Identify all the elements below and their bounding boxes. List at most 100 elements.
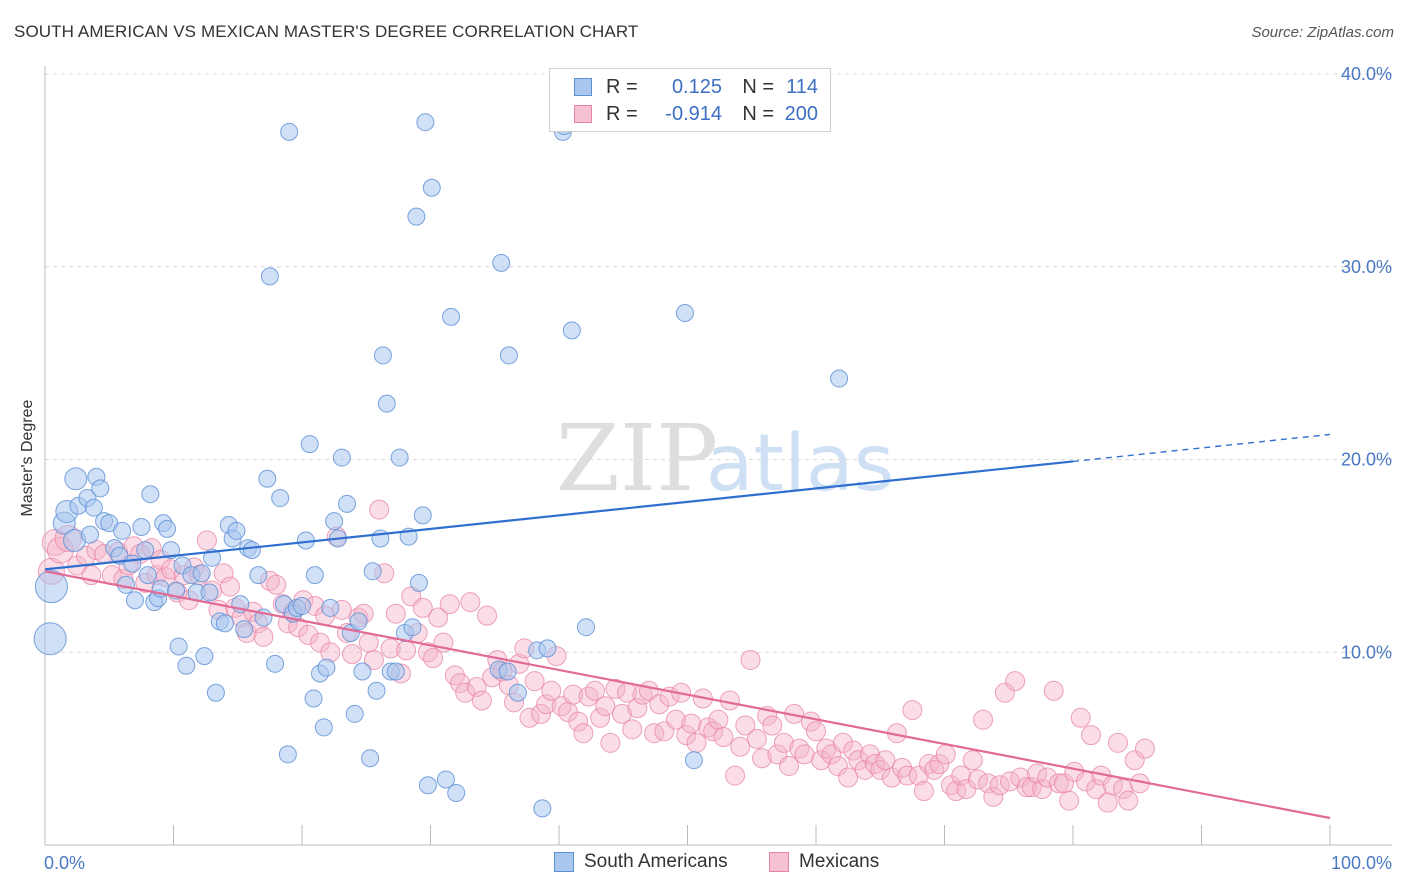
south-americans-point [266,654,285,673]
mexicans-point [827,755,848,776]
mexicans-point [1124,750,1145,771]
legend-item-mexicans: Mexicans [769,851,879,873]
legend-item-south-americans: South Americans [554,851,728,873]
mexicans-point [725,765,746,786]
x-tick-label: 0.0% [44,853,85,873]
south-americans-point [305,566,324,585]
mexicans-point [1027,763,1048,784]
mexicans-point [929,754,950,775]
south-americans-point [293,596,311,615]
mexicans-point [832,732,853,753]
mexicans-point [983,786,1004,807]
trendlines [44,433,1331,820]
south-americans-point [492,253,511,272]
mexicans-point [578,686,599,707]
mexicans-point [746,728,767,749]
mexicans-point [541,680,562,701]
legend-swatch-pink [574,105,592,123]
south-americans-point [325,512,344,531]
mexicans-point [908,765,929,786]
mexicans-point [1016,777,1037,798]
mexicans-point [740,649,761,670]
legend-r-value: 0.125 [671,75,722,98]
mexicans-point [1118,790,1139,811]
south-americans-point [200,583,219,602]
mexicans-point [1107,732,1128,753]
south-americans-point [249,566,268,585]
south-americans-point [349,612,368,631]
south-americans-point [34,570,68,604]
south-americans-point [64,467,88,491]
south-americans-point [215,614,234,633]
mexicans-point [611,703,632,724]
south-americans-point [317,658,336,677]
mexicans-point [471,690,492,711]
south-americans-point [203,548,222,567]
mexicans-point [1070,707,1091,728]
mexicans-point [369,499,390,520]
south-americans-point [84,498,103,517]
south-americans-point [125,591,144,610]
south-americans-point [332,448,351,467]
south-americans-point [314,718,333,737]
mexicans-point [708,709,729,730]
legend-n-label: N = [742,102,774,125]
mexicans-point [563,684,584,705]
mexicans-point [946,781,967,802]
mexicans-point [320,642,341,663]
legend-r-value: -0.914 [665,102,722,125]
south-americans-point [386,662,405,681]
south-americans-point [138,566,157,585]
mexicans-point [649,694,670,715]
mexicans-point [536,694,557,715]
legend-r-label: R = [606,75,638,98]
south-americans-point [436,770,455,789]
watermark-atlas: atlas [706,419,895,509]
chart-title: SOUTH AMERICAN VS MEXICAN MASTER'S DEGRE… [14,22,639,41]
mexicans-point [595,696,616,717]
south-americans-point [321,598,340,617]
mexicans-point [266,574,287,595]
south-americans-point [195,647,214,666]
mexicans-point [779,755,800,776]
mexicans-point [584,680,605,701]
south-americans-point [422,178,441,197]
mexicans-point [665,709,686,730]
mexicans-point [220,576,241,597]
south-americans-point [136,541,155,560]
south-americans-point [345,704,364,723]
mexicans-point [1021,777,1042,798]
mexicans-point [703,721,724,742]
south-americans-point [80,525,99,544]
mexicans-point [644,723,665,744]
south-americans-point [675,304,694,323]
south-americans-point [169,637,188,656]
south-americans-point [278,745,297,764]
mexicans-point [838,767,859,788]
y-tick-label: 20.0% [1341,450,1392,470]
mexicans-point [897,765,918,786]
mexicans-point [213,563,234,584]
legend-label-south-americans: South Americans [584,851,728,872]
legend-swatch-pink [769,852,789,872]
south-americans-trendline-extension [1072,433,1331,463]
south-americans-point [416,113,435,132]
south-americans-point [418,776,437,795]
south-americans-point [533,799,552,818]
south-americans-point [409,573,428,592]
axes [44,66,1392,846]
south-americans-point [373,346,392,365]
mexicans-point [794,744,815,765]
mexicans-point [735,715,756,736]
watermark-zip: ZIP [556,405,718,512]
mexicans-point [962,750,983,771]
mexicans-point [870,759,891,780]
mexicans-point [385,603,406,624]
mexicans-point [773,732,794,753]
mexicans-point [605,678,626,699]
south-americans-point [353,662,372,681]
legend-swatch-blue [574,78,592,96]
legend-row-south-americans: R = 0.125 N = 114 [574,74,818,100]
mexicans-point [973,709,994,730]
south-americans-point [413,506,432,525]
